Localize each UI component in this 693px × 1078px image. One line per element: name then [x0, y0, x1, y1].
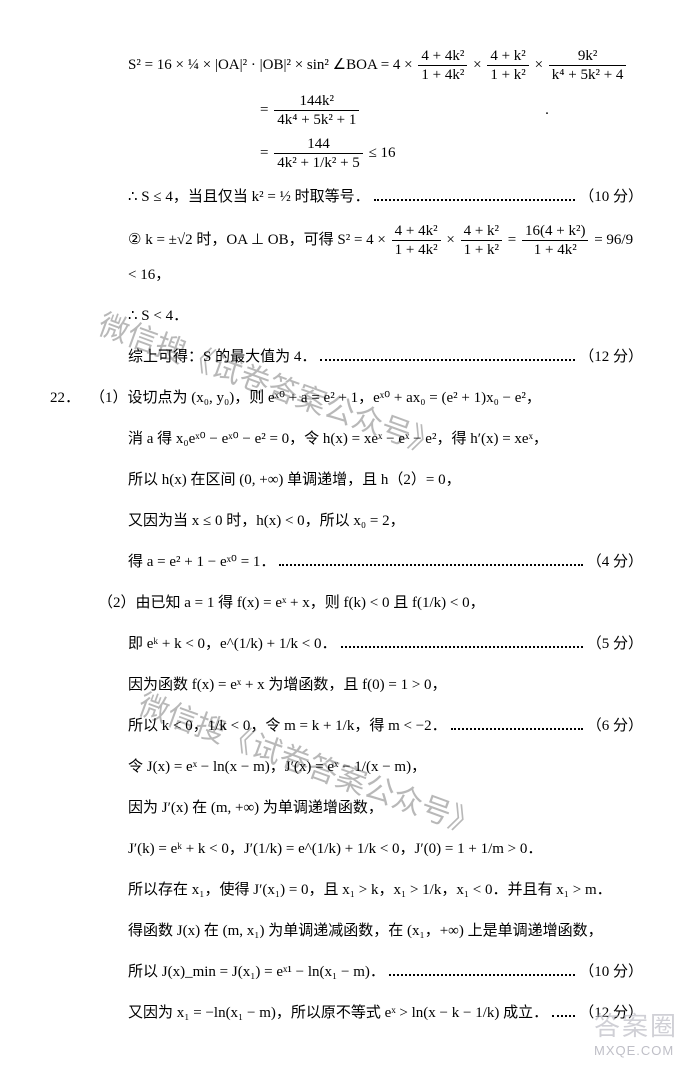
pts-6: （6 分） [587, 710, 643, 743]
eq1-frac3: 9k²k⁴ + 5k² + 4 [549, 47, 627, 84]
q22-l7: 所以 h(x) 在区间 (0, +∞) 单调递增，且 h（2）= 0， [50, 464, 643, 497]
line-s-lt-4: ∴ S < 4． [50, 300, 643, 333]
txt-l1: ∴ S ≤ 4，当且仅当 k² = ½ 时取等号． [128, 181, 370, 214]
eq-s2-line2: = 144k²4k⁴ + 5k² + 1 . [50, 91, 643, 130]
eq-s2-line3: = 1444k² + 1/k² + 5 ≤ 16 [50, 134, 643, 173]
txt-l13: 所以 k < 0，1/k < 0，令 m = k + 1/k，得 m < −2． [128, 710, 447, 743]
q22-l20: 又因为 x₁ = −ln(x₁ − m)，所以原不等式 eˣ > ln(x − … [50, 997, 643, 1030]
txt-l9: 得 a = e² + 1 − eˣ⁰ = 1． [128, 546, 275, 579]
q22-l8: 又因为当 x ≤ 0 时，h(x) < 0，所以 x₀ = 2， [50, 505, 643, 538]
eq1-frac1: 4 + 4k²1 + 4k² [418, 47, 467, 84]
q22-l19: 所以 J(x)_min = J(x₁) = eˣ¹ − ln(x₁ − m)． … [50, 956, 643, 989]
txt-l20: 又因为 x₁ = −ln(x₁ − m)，所以原不等式 eˣ > ln(x − … [128, 997, 548, 1030]
q22-l12: 因为函数 f(x) = eˣ + x 为增函数，且 f(0) = 1 > 0， [50, 669, 643, 702]
pts-12a: （12 分） [579, 341, 643, 374]
q22-num: 22． [50, 382, 90, 415]
watermark-corner-small: MXQE.COM [594, 1043, 678, 1058]
txt-l11: 即 eᵏ + k < 0，e^(1/k) + 1/k < 0． [128, 628, 337, 661]
q22-l16: J′(k) = eᵏ + k < 0，J′(1/k) = e^(1/k) + 1… [50, 833, 643, 866]
eq3-tail: ≤ 16 [369, 145, 396, 161]
dots-3 [279, 552, 582, 566]
eq1-left: S² = 16 × ¼ × |OA|² · |OB|² × sin² ∠BOA … [128, 57, 413, 73]
eq2-eq: = [260, 102, 272, 118]
dots-2 [320, 347, 575, 361]
eq2-frac: 144k²4k⁴ + 5k² + 1 [274, 92, 359, 129]
line-conclusion: 综上可得：S 的最大值为 4． （12 分） [50, 341, 643, 374]
dots-4 [341, 634, 583, 648]
q22-l13: 所以 k < 0，1/k < 0，令 m = k + 1/k，得 m < −2．… [50, 710, 643, 743]
eq1-frac2: 4 + k²1 + k² [487, 47, 528, 84]
eq-period-1: . [545, 102, 549, 118]
txt-l19: 所以 J(x)_min = J(x₁) = eˣ¹ − ln(x₁ − m)． [128, 956, 385, 989]
line-case2: ② k = ±√2 时，OA ⊥ OB，可得 S² = 4 × 4 + 4k²1… [50, 222, 643, 292]
q22-l6: 消 a 得 x₀eˣ⁰ − eˣ⁰ − e² = 0，令 h(x) = xeˣ … [50, 423, 643, 456]
line-s-le-4: ∴ S ≤ 4，当且仅当 k² = ½ 时取等号． （10 分） [50, 181, 643, 214]
pts-10: （10 分） [579, 181, 643, 214]
q22-part2: （2）由已知 a = 1 得 f(x) = eˣ + x，则 f(k) < 0 … [50, 587, 643, 620]
pts-10b: （10 分） [579, 956, 643, 989]
l2a: ② k = ±√2 时，OA ⊥ OB，可得 S² = 4 × [128, 232, 386, 248]
q22-l14: 令 J(x) = eˣ − ln(x − m)，J′(x) = eˣ − 1/(… [50, 751, 643, 784]
l5: （1）设切点为 (x₀, y₀)，则 eˣ⁰ + a = e² + 1，eˣ⁰ … [90, 390, 541, 406]
eq3-frac: 1444k² + 1/k² + 5 [274, 135, 363, 172]
l2-frac1: 4 + 4k²1 + 4k² [392, 222, 441, 259]
dots-7 [552, 1003, 575, 1017]
pts-4: （4 分） [587, 546, 643, 579]
eq3-eq: = [260, 145, 272, 161]
txt-l4: 综上可得：S 的最大值为 4． [128, 341, 316, 374]
l2-frac2: 4 + k²1 + k² [461, 222, 502, 259]
q22-l11: 即 eᵏ + k < 0，e^(1/k) + 1/k < 0． （5 分） [50, 628, 643, 661]
eq1-times2: × [535, 57, 543, 73]
pts-5: （5 分） [587, 628, 643, 661]
dots-6 [389, 962, 575, 976]
q22-l17: 所以存在 x₁，使得 J′(x₁) = 0，且 x₁ > k，x₁ > 1/k，… [50, 874, 643, 907]
dots-5 [451, 716, 583, 730]
eq1-times1: × [473, 57, 481, 73]
q22-l9: 得 a = e² + 1 − eˣ⁰ = 1． （4 分） [50, 546, 643, 579]
l2-frac3: 16(4 + k²)1 + 4k² [522, 222, 588, 259]
q22-l15: 因为 J′(x) 在 (m, +∞) 为单调递增函数， [50, 792, 643, 825]
eq-s2-line1: S² = 16 × ¼ × |OA|² · |OB|² × sin² ∠BOA … [50, 46, 643, 85]
watermark-corner-big: 答案圈 [594, 1011, 678, 1041]
q22-line1: 22．（1）设切点为 (x₀, y₀)，则 eˣ⁰ + a = e² + 1，e… [50, 382, 643, 415]
dots-1 [374, 187, 576, 201]
watermark-corner: 答案圈 MXQE.COM [594, 1006, 678, 1058]
q22-l18: 得函数 J(x) 在 (m, x₁) 为单调递减函数，在 (x₁，+∞) 上是单… [50, 915, 643, 948]
